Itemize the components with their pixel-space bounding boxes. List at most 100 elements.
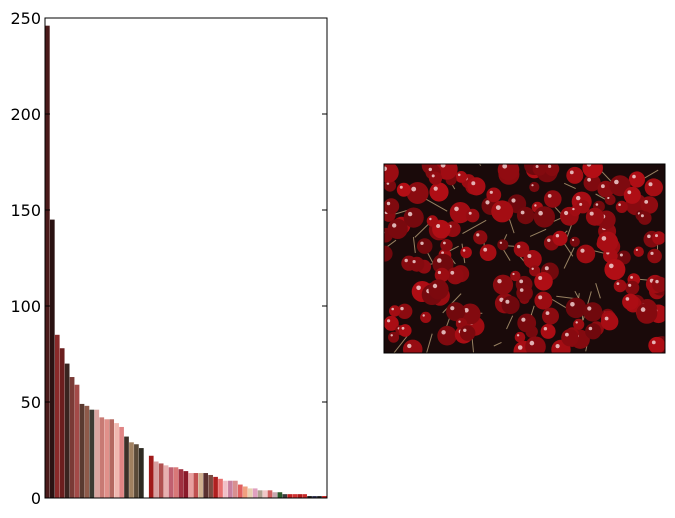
cherry-highlight [502,164,508,169]
cherry-highlight [572,238,575,242]
cherry-highlight [400,306,404,311]
cherry-highlight [576,195,581,201]
cherry-highlight [437,270,441,275]
cherry-highlight [386,182,390,185]
cherry-highlight [628,283,632,287]
cherry-highlight [505,299,510,304]
cherry-highlight [495,205,501,211]
cherry-highlight [570,302,575,307]
cherry [479,244,497,261]
cherry [647,248,662,264]
cherry-stem [414,223,429,238]
cherry-highlight [476,233,480,237]
cherry [516,206,535,225]
cherry [597,231,619,253]
cherry-highlight [579,202,583,206]
cherry-highlight [427,164,429,165]
cherry-highlight [431,174,435,178]
bar [237,484,243,498]
cherry-stem [563,247,575,269]
bar [74,384,80,498]
cherry-stem [426,333,433,353]
cherry-highlight [489,190,493,194]
cherry-highlight [433,186,438,191]
cherry-highlight [609,263,614,269]
bar [148,455,154,498]
bar [218,478,223,498]
bar [119,426,124,498]
bar [262,490,268,498]
cherry-highlight [420,241,424,245]
cherry [428,171,443,185]
cherry [486,187,502,203]
bars [45,25,327,499]
cherry-highlight [411,186,417,192]
cherry [585,323,602,340]
cherry [384,164,399,183]
cherry-highlight [588,326,593,331]
bar [163,465,169,498]
cherry-highlight [519,279,524,284]
cherry [467,177,486,196]
cherry [542,307,559,325]
cherry-highlight [587,177,591,182]
cherry-stem [643,169,659,179]
cherry-highlight [543,327,548,331]
cherry-highlight [441,251,444,255]
bar [139,448,144,498]
cherry-highlight [454,206,459,212]
bar [158,463,164,498]
bar [307,496,312,498]
cherry-stem [563,182,576,190]
cherry [501,295,520,315]
cherry-highlight [457,173,461,177]
bar [302,494,307,498]
cherry-highlight [384,166,387,172]
cherry-highlight [632,174,636,179]
cherry [388,331,400,343]
cherry-highlight [392,223,397,228]
cherry-highlight [569,170,574,175]
cherry [544,190,562,208]
cherry [622,293,639,310]
cherry [583,302,603,322]
cherry-stem [506,315,514,330]
cherry [628,171,646,188]
cherry-highlight [538,210,543,216]
cherry-highlight [483,247,488,252]
cherry-highlight [538,295,543,300]
cherry [529,181,540,193]
y-tick-label: 250 [10,9,41,28]
cherry-highlight [511,198,516,203]
cherry-highlight [407,343,412,349]
cherry-highlight [529,340,535,346]
cherry-highlight [565,332,569,337]
cherry [437,325,457,346]
cherry-highlight [387,319,391,323]
bar [49,219,55,498]
cherry [600,312,619,331]
cherry-highlight [443,241,446,245]
cherry-highlight [380,249,383,252]
y-tick-label: 0 [31,489,41,508]
cherry-highlight [616,282,620,285]
cherry-highlight [531,184,534,187]
bar [134,444,139,498]
y-tick-label: 100 [10,297,41,316]
cherry [416,238,433,254]
bar [198,473,204,498]
cherry-stem [595,283,601,299]
bar [129,442,134,498]
cherry [491,200,514,223]
bar [69,377,75,498]
cherry-highlight [407,211,413,217]
y-tick-label: 150 [10,201,41,220]
cherry [513,241,530,258]
cherry-highlight [604,316,609,321]
bar [322,496,327,498]
cherry [636,302,658,324]
cherry-highlight [468,211,472,215]
cherry [652,231,665,245]
bar [282,494,288,498]
y-tick-label: 200 [10,105,41,124]
